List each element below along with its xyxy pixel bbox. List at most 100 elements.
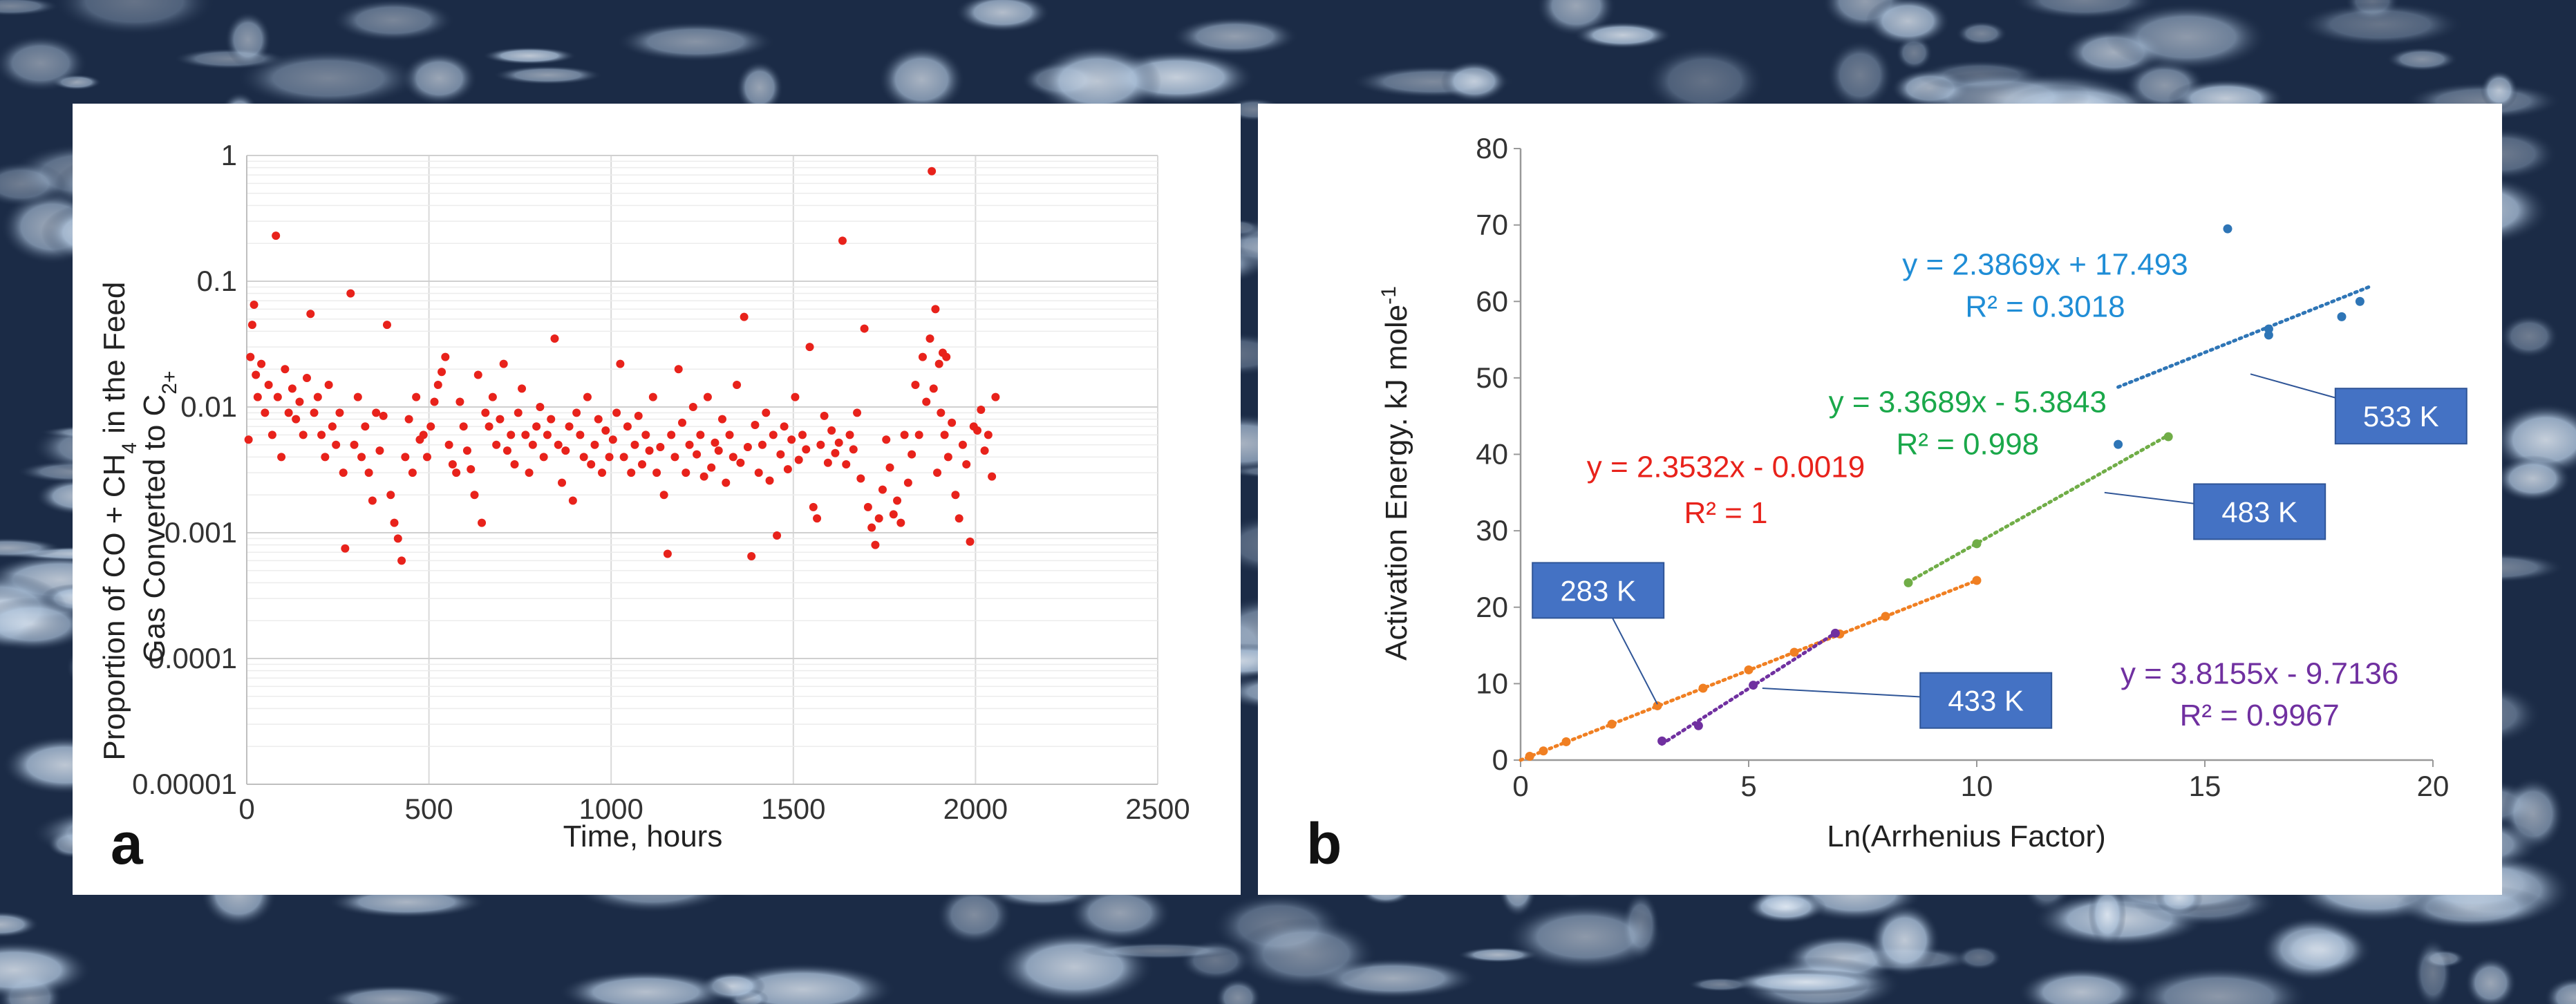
- data-point: [933, 468, 942, 477]
- data-point: [619, 453, 628, 462]
- data-point: [448, 460, 457, 468]
- data-point: [284, 408, 293, 417]
- data-point: [2355, 296, 2365, 306]
- trendline: [2116, 285, 2371, 389]
- data-point: [733, 380, 742, 389]
- background-speckle: [0, 538, 62, 558]
- data-point: [667, 430, 676, 439]
- data-point: [339, 468, 348, 477]
- callout-label: 483 K: [2221, 495, 2297, 528]
- chart-panel-b: 0 5 10 15 20 0 10 20 30 40 50 60 70 80 283 K 433 K 483 …: [1258, 104, 2502, 895]
- data-point: [281, 365, 290, 374]
- data-point: [252, 370, 261, 379]
- background-speckle: [1215, 978, 1261, 1004]
- data-point: [1693, 721, 1703, 730]
- data-point: [703, 392, 712, 401]
- data-point: [900, 430, 909, 439]
- data-point: [514, 408, 523, 417]
- data-point: [783, 465, 792, 474]
- trendline-equation: y = 2.3532x - 0.0019: [1587, 451, 1865, 484]
- data-point: [433, 380, 442, 389]
- background-speckle: [558, 970, 733, 1004]
- data-point: [250, 301, 258, 310]
- data-point: [244, 435, 253, 444]
- data-point: [386, 491, 395, 500]
- data-point: [688, 403, 697, 411]
- trendline-equation: y = 3.8155x - 9.7136: [2121, 656, 2398, 690]
- data-point: [452, 468, 461, 477]
- x-tick-label: 10: [1961, 770, 1993, 802]
- data-point: [871, 540, 880, 549]
- data-point: [496, 415, 505, 424]
- data-point: [317, 430, 326, 439]
- y-label-subscript: 4: [118, 442, 141, 454]
- background-speckle: [2413, 938, 2453, 1004]
- data-point: [627, 468, 636, 477]
- y-tick-label: 0.001: [164, 516, 237, 549]
- data-point: [648, 392, 657, 401]
- data-point: [441, 352, 450, 361]
- data-point: [583, 392, 592, 401]
- background-speckle: [1956, 945, 2002, 970]
- data-point: [929, 384, 938, 393]
- data-point: [780, 422, 789, 431]
- data-point: [878, 485, 887, 494]
- data-point: [645, 446, 654, 455]
- data-point: [849, 445, 858, 454]
- time-series-chart: 0 500 1000 1500 2000 2500 0.00001 0.0001 0.001 0.…: [97, 139, 1190, 876]
- data-point: [831, 448, 840, 457]
- data-point: [467, 465, 476, 474]
- background-speckle: [2499, 314, 2559, 359]
- x-tick-label: 2000: [943, 793, 1008, 825]
- data-point: [393, 534, 402, 543]
- data-point: [612, 408, 621, 417]
- y-tick-label: 70: [1476, 209, 1508, 241]
- data-point: [470, 491, 479, 500]
- y-label-superscript: -1: [1378, 286, 1400, 305]
- x-tick-label: 15: [2189, 770, 2221, 802]
- data-point: [455, 397, 464, 406]
- callout-box: [1919, 672, 2053, 729]
- y-axis-label-line2: Gas Converted to C2+: [138, 370, 181, 663]
- data-point: [1749, 681, 1758, 690]
- data-point: [696, 430, 705, 439]
- data-point: [845, 430, 854, 439]
- data-point: [751, 420, 760, 429]
- y-tick-label: 40: [1476, 438, 1508, 471]
- data-point: [375, 446, 384, 455]
- background-speckle: [2480, 70, 2519, 110]
- background-speckle: [1724, 969, 1888, 995]
- data-point: [2114, 439, 2123, 449]
- data-point: [576, 430, 585, 439]
- data-point: [462, 446, 471, 455]
- background-speckle: [2494, 455, 2571, 502]
- data-point: [918, 352, 927, 361]
- data-point: [1525, 751, 1534, 761]
- x-axis-label: Ln(Arrhenius Factor): [1827, 820, 2105, 853]
- background-speckle: [482, 46, 577, 65]
- data-point: [827, 426, 836, 435]
- y-label-part: Gas Converted to C: [138, 395, 171, 663]
- data-point: [426, 422, 435, 431]
- data-point: [379, 411, 388, 420]
- y-tick-label: 30: [1476, 514, 1508, 547]
- background-speckle: [1827, 39, 1894, 111]
- data-point: [2163, 432, 2173, 442]
- data-point: [313, 392, 322, 401]
- y-label-subscript: 2+: [158, 370, 181, 394]
- data-point: [867, 523, 876, 532]
- data-point: [853, 408, 862, 417]
- background-speckle: [1068, 883, 1172, 943]
- data-point: [973, 426, 982, 435]
- data-point: [502, 446, 511, 455]
- trendline-equation: y = 3.3689x - 5.3843: [1829, 386, 2107, 419]
- background-speckle: [0, 597, 95, 652]
- data-point: [1972, 539, 1982, 549]
- y-tick-label: 0.00001: [132, 768, 237, 800]
- background-speckle: [2386, 47, 2459, 72]
- data-point: [536, 403, 545, 411]
- data-point: [707, 463, 716, 472]
- data-point: [860, 324, 869, 333]
- r-squared-label: R² = 0.3018: [1965, 290, 2125, 323]
- data-point: [681, 468, 690, 477]
